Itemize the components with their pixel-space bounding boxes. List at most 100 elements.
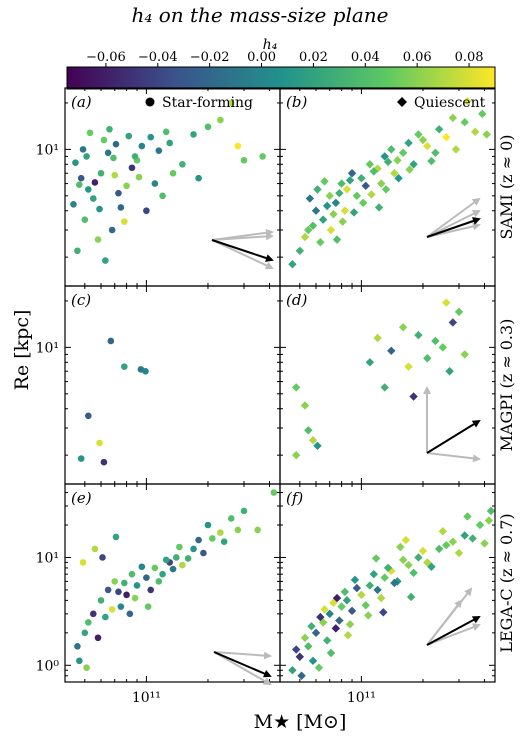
data-point: [313, 441, 322, 450]
data-point: [316, 612, 325, 622]
data-point: [96, 439, 103, 447]
arrow-black: [426, 419, 481, 454]
data-point: [409, 392, 418, 401]
arrow-gray: [211, 239, 274, 270]
y-tick-label: 10¹: [36, 340, 59, 356]
data-point: [97, 597, 105, 604]
data-point: [81, 629, 89, 637]
colorbar-tick-label: −0.06: [86, 50, 126, 65]
data-point: [326, 648, 336, 658]
data-point: [342, 185, 352, 194]
data-point: [373, 164, 382, 173]
figure-title: h₄ on the mass-size plane: [131, 3, 388, 27]
panel-letter: (e): [71, 489, 92, 507]
arrow-black: [426, 616, 481, 646]
x-tick-label: 10¹¹: [347, 690, 376, 706]
data-point: [85, 412, 92, 420]
data-point: [295, 246, 305, 255]
arrow-gray: [211, 232, 274, 241]
data-point: [409, 160, 418, 169]
colorbar: −0.06 −0.04 −0.02 0.00 0.02 0.04 0.06 0.08: [66, 50, 496, 90]
data-point: [94, 634, 102, 642]
data-point: [390, 169, 399, 178]
data-point: [338, 217, 347, 226]
panels: 10¹ (a) Star-forming (b) Quiescent 10¹ (c) (d) 1…: [36, 87, 496, 706]
data-point: [110, 154, 117, 162]
data-point: [423, 354, 432, 363]
data-point: [76, 657, 83, 665]
data-point: [179, 561, 186, 569]
data-point: [131, 594, 139, 602]
panel-d: (d): [279, 285, 496, 485]
data-point: [364, 611, 373, 620]
data-point: [365, 160, 375, 169]
data-point: [100, 136, 108, 144]
data-point: [448, 537, 458, 546]
data-point: [204, 521, 212, 529]
row-label: MAGPI (z ≈ 0.3): [497, 319, 516, 452]
data-point: [406, 592, 416, 602]
data-point: [100, 458, 108, 466]
data-point: [304, 426, 313, 435]
data-point: [468, 534, 477, 543]
colorbar-gradient: [66, 66, 496, 90]
data-point: [142, 367, 149, 375]
y-tick-label: 10¹: [36, 550, 59, 566]
panel-frame: [64, 483, 281, 683]
data-point: [220, 538, 228, 546]
data-point: [398, 323, 408, 332]
data-point: [396, 542, 405, 552]
legend-marker-star-forming: [145, 97, 155, 107]
data-point: [331, 198, 341, 208]
data-point: [169, 169, 177, 177]
data-point: [162, 556, 170, 564]
colorbar-tick-label: −0.04: [138, 50, 178, 65]
data-point: [325, 191, 334, 200]
data-point: [401, 535, 411, 545]
data-point: [159, 570, 166, 578]
data-point: [423, 141, 432, 151]
data-point: [121, 218, 128, 225]
data-point: [463, 512, 472, 521]
data-point: [254, 526, 261, 534]
panel-e: 10⁰ 10¹ 10¹¹ (e): [36, 483, 281, 706]
data-point: [451, 145, 461, 154]
data-point: [374, 203, 384, 212]
data-point: [409, 568, 418, 578]
data-point: [343, 631, 353, 640]
data-point: [227, 515, 235, 522]
y-tick-label: 10⁰: [36, 658, 60, 674]
data-point: [111, 578, 119, 585]
data-point: [365, 358, 375, 367]
data-point: [147, 586, 155, 594]
data-point: [108, 606, 116, 613]
data-point: [418, 135, 428, 145]
arrow-black: [426, 217, 481, 238]
panel-frame: [279, 285, 496, 485]
data-point: [357, 174, 366, 183]
data-point: [380, 152, 389, 161]
y-axis-label: Re [kpc]: [11, 310, 33, 391]
data-point: [184, 555, 192, 562]
data-point: [316, 238, 325, 247]
data-point: [349, 208, 359, 217]
data-point: [133, 582, 141, 589]
data-point: [70, 201, 77, 208]
data-point: [313, 185, 322, 194]
data-point: [314, 663, 324, 672]
data-point: [138, 142, 146, 150]
data-point: [297, 671, 306, 680]
data-point: [107, 337, 115, 345]
data-point: [117, 603, 125, 610]
panel-letter: (f): [286, 489, 303, 507]
data-point: [143, 574, 150, 581]
data-point: [200, 549, 207, 557]
data-point: [86, 129, 94, 137]
data-point: [204, 123, 212, 131]
data-point: [115, 588, 122, 596]
data-point: [329, 209, 338, 219]
legend-label-quiescent: Quiescent: [414, 95, 486, 111]
data-point: [484, 516, 494, 525]
data-point: [445, 367, 454, 376]
data-point: [307, 622, 316, 631]
